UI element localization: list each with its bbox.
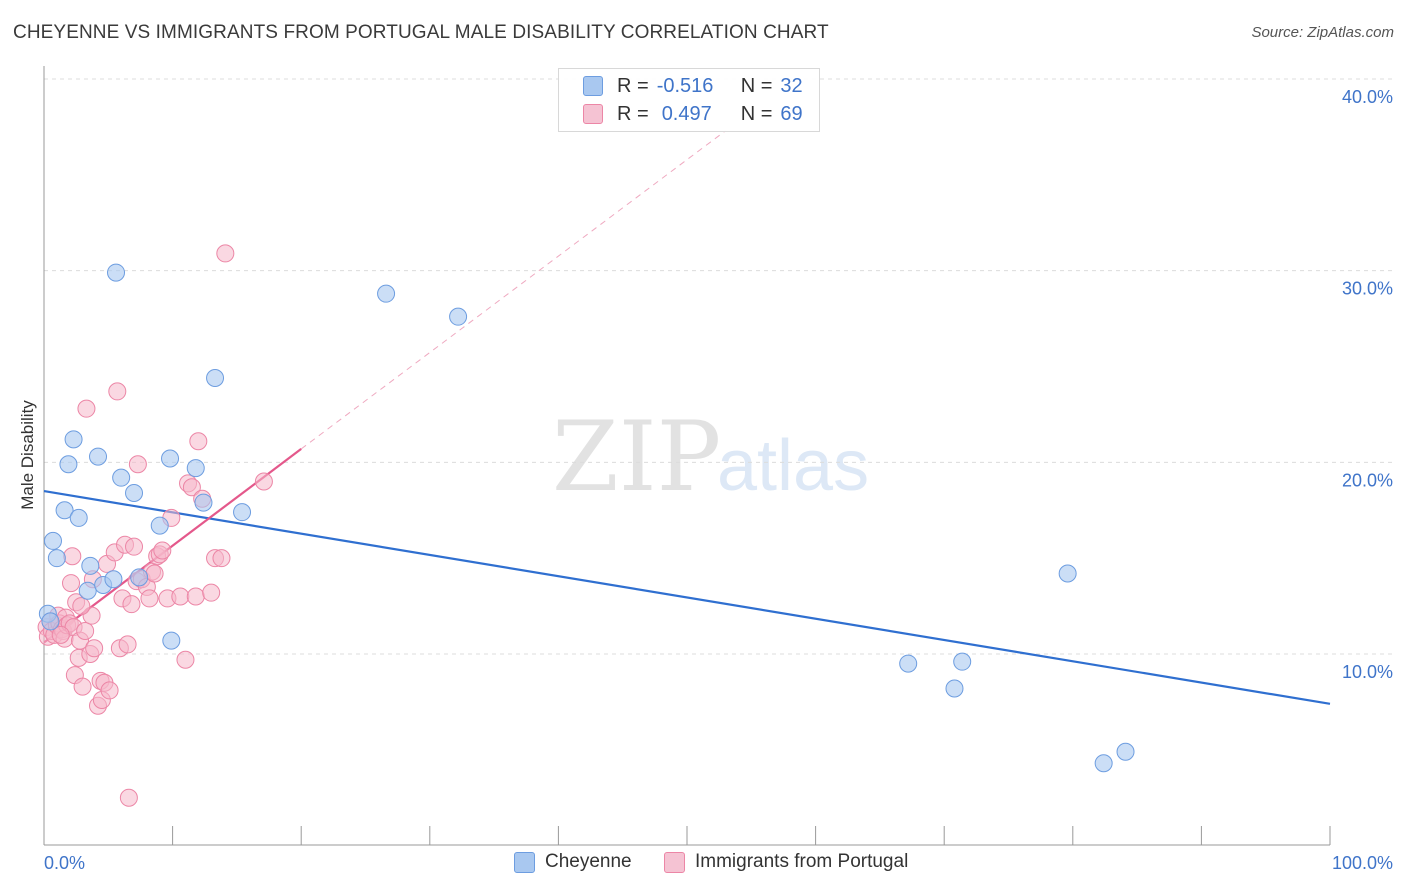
legend-swatch-portugal — [583, 104, 603, 124]
point-portugal — [153, 541, 172, 560]
point-portugal — [216, 244, 235, 263]
point-cheyenne — [953, 652, 972, 671]
point-cheyenne — [449, 307, 468, 326]
point-cheyenne — [377, 284, 396, 303]
point-portugal — [145, 564, 164, 583]
point-portugal — [125, 537, 144, 556]
point-portugal — [254, 472, 273, 491]
point-portugal — [171, 587, 190, 606]
bottom-legend-label: Immigrants from Portugal — [695, 851, 909, 872]
point-cheyenne — [130, 568, 149, 587]
legend-swatch-portugal — [664, 851, 685, 873]
bottom-legend-portugal: Immigrants from Portugal — [664, 851, 908, 873]
legend-n-label: N = — [740, 102, 773, 125]
point-cheyenne — [233, 503, 252, 522]
y-tick-label: 20.0% — [1342, 470, 1393, 490]
point-portugal — [189, 432, 208, 451]
legend-row-portugal: R = 0.497 N = 69 — [559, 101, 803, 127]
x-tick-label: 100.0% — [1332, 853, 1393, 873]
point-cheyenne — [81, 556, 100, 575]
point-portugal — [186, 587, 205, 606]
point-cheyenne — [186, 459, 205, 478]
bottom-legend: Cheyenne Immigrants from Portugal — [0, 851, 1406, 877]
watermark: ZIP atlas — [552, 401, 869, 513]
point-portugal — [100, 681, 119, 700]
watermark-zip: ZIP — [552, 401, 721, 513]
point-portugal — [122, 595, 141, 614]
point-portugal — [108, 382, 127, 401]
point-portugal — [140, 589, 159, 608]
point-portugal — [51, 625, 70, 644]
legend-n-label: N = — [740, 74, 773, 97]
point-cheyenne — [107, 263, 126, 282]
bottom-legend-label: Cheyenne — [545, 851, 632, 872]
bottom-legend-cheyenne: Cheyenne — [514, 851, 632, 873]
point-portugal — [119, 788, 138, 807]
y-tick-label: 10.0% — [1342, 662, 1393, 682]
legend-swatch-cheyenne — [583, 76, 603, 96]
legend-row-cheyenne: R = -0.516 N = 32 — [559, 73, 803, 99]
point-cheyenne — [89, 447, 108, 466]
point-cheyenne — [78, 581, 97, 600]
point-portugal — [77, 399, 96, 418]
point-cheyenne — [44, 531, 63, 550]
legend-r-label: R = — [617, 102, 649, 125]
point-cheyenne — [150, 516, 169, 535]
point-portugal — [128, 455, 147, 474]
point-cheyenne — [41, 612, 60, 631]
point-portugal — [63, 547, 82, 566]
point-cheyenne — [59, 455, 78, 474]
legend-n-value: 69 — [780, 102, 803, 125]
point-cheyenne — [161, 449, 180, 468]
tick-labels: 10.0% 20.0% 30.0% 40.0% 0.0% 100.0% — [44, 87, 1393, 873]
point-portugal — [182, 478, 201, 497]
point-portugal — [202, 583, 221, 602]
point-portugal — [62, 574, 81, 593]
watermark-atlas: atlas — [717, 426, 869, 506]
point-portugal — [72, 597, 91, 616]
series-cheyenne-points — [38, 263, 1135, 773]
point-cheyenne — [47, 549, 66, 568]
grid — [44, 78, 1394, 655]
source-label: Source: ZipAtlas.com — [1251, 24, 1394, 41]
trendline-portugal-extension — [300, 130, 726, 450]
legend-r-label: R = — [617, 74, 649, 97]
point-portugal — [85, 639, 104, 658]
legend-swatch-cheyenne — [514, 851, 535, 873]
point-cheyenne — [1058, 564, 1077, 583]
stats-legend: R = -0.516 N = 32 R = 0.497 N = 69 — [558, 68, 820, 132]
axes — [43, 66, 1331, 846]
point-cheyenne — [1094, 754, 1113, 773]
y-tick-label: 40.0% — [1342, 87, 1393, 107]
x-tick-label: 0.0% — [44, 853, 85, 873]
chart-title: CHEYENNE VS IMMIGRANTS FROM PORTUGAL MAL… — [13, 22, 829, 43]
legend-n-value: 32 — [780, 74, 803, 97]
legend-r-value: -0.516 — [656, 74, 714, 97]
point-cheyenne — [55, 501, 74, 520]
point-cheyenne — [899, 654, 918, 673]
point-cheyenne — [1116, 742, 1135, 761]
point-portugal — [118, 635, 137, 654]
point-cheyenne — [194, 493, 213, 512]
point-cheyenne — [64, 430, 83, 449]
point-portugal — [76, 622, 95, 640]
point-cheyenne — [112, 468, 131, 487]
point-cheyenne — [104, 570, 123, 589]
point-cheyenne — [69, 508, 88, 527]
point-portugal — [212, 549, 231, 568]
point-cheyenne — [125, 484, 144, 502]
point-cheyenne — [945, 679, 964, 698]
point-cheyenne — [206, 369, 225, 387]
point-portugal — [176, 650, 195, 669]
point-portugal — [73, 677, 92, 696]
y-tick-label: 30.0% — [1342, 279, 1393, 299]
point-cheyenne — [162, 631, 181, 650]
legend-r-value: 0.497 — [661, 102, 712, 125]
trendline-cheyenne — [43, 489, 1331, 705]
